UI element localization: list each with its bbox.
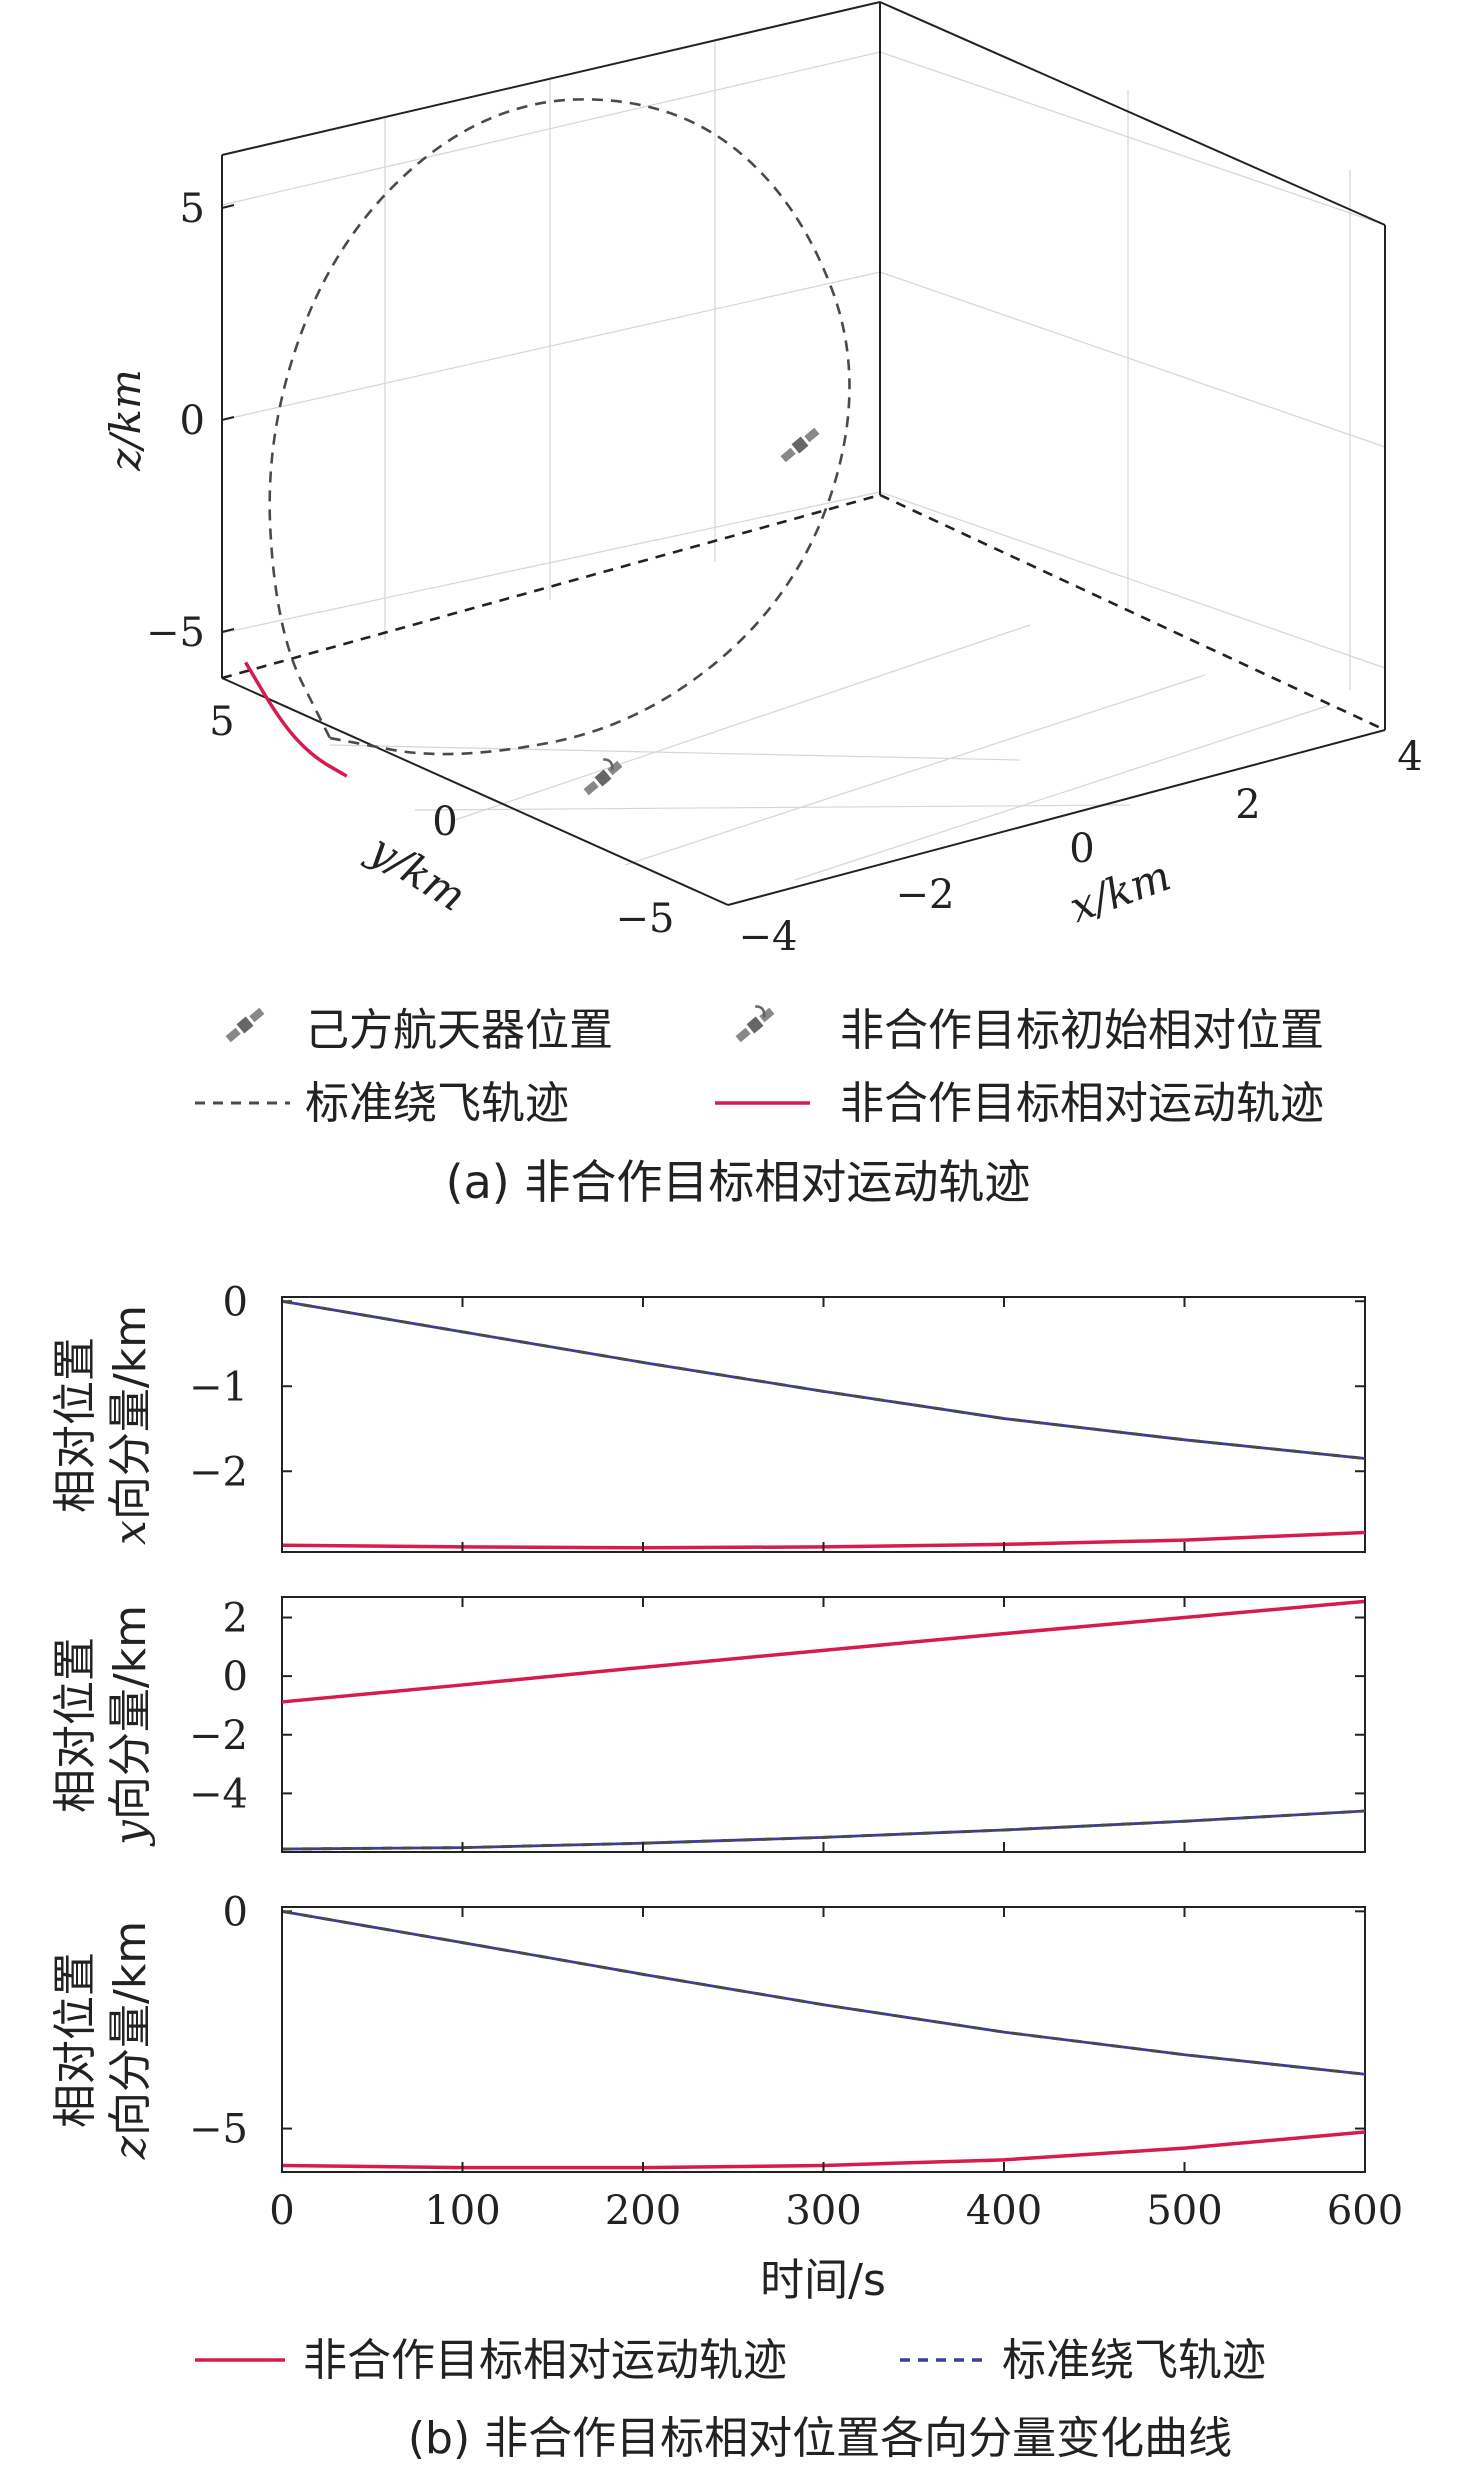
plot-frame bbox=[281, 1296, 1366, 1553]
x-tick-label: −4 bbox=[739, 914, 798, 960]
y-tick-label: 5 bbox=[209, 699, 234, 745]
z-axis-label: z/km bbox=[101, 369, 150, 472]
y-tick-label: −2 bbox=[189, 1713, 248, 1759]
legend-label: 非合作目标初始相对位置 bbox=[840, 1005, 1324, 1056]
legend-label: 己方航天器位置 bbox=[305, 1005, 613, 1056]
y-tick-label: −2 bbox=[189, 1449, 248, 1495]
caption-a: (a) 非合作目标相对运动轨迹 bbox=[446, 1155, 1031, 1209]
z-tick-label: −5 bbox=[146, 610, 205, 656]
legend-item-target-motion: 非合作目标相对运动轨迹 bbox=[715, 1078, 1324, 1129]
y-tick-label: 2 bbox=[223, 1596, 248, 1642]
x-tick-label: 300 bbox=[785, 2188, 861, 2234]
z-tick-label: 5 bbox=[180, 186, 205, 232]
target-relative-motion-trajectory bbox=[244, 661, 348, 778]
x-tick-label: 500 bbox=[1146, 2188, 1222, 2234]
y-ticks: 0 −1 −2 bbox=[189, 1279, 1365, 1495]
x-tick-label: 400 bbox=[966, 2188, 1042, 2234]
standard-fly-around-line-dash bbox=[281, 1299, 1366, 1460]
satellite-icon bbox=[780, 427, 820, 463]
series-lines bbox=[281, 1599, 1366, 1851]
y-axis-label-line2: y向分量/km bbox=[105, 1605, 156, 1847]
y-tick-label: 0 bbox=[223, 1654, 248, 1700]
x-axis-ticks: −4 −2 0 2 4 x/km bbox=[739, 734, 1423, 960]
x-tick-label: 200 bbox=[605, 2188, 681, 2234]
y-tick-label: 0 bbox=[223, 1279, 248, 1325]
y-axis-label-line1: 相对位置 bbox=[50, 1637, 101, 1813]
y-tick-label: 0 bbox=[223, 1889, 248, 1935]
y-ticks: 2 0 −2 −4 bbox=[189, 1596, 1365, 1817]
y-axis-label-line2: z向分量/km bbox=[105, 1921, 156, 2160]
standard-fly-around-line-dash bbox=[281, 1909, 1366, 2076]
x-tick-label: 4 bbox=[1397, 734, 1422, 780]
x-tick-label: −2 bbox=[896, 872, 955, 918]
grid-3d bbox=[221, 1, 1386, 881]
legend-label: 标准绕飞轨迹 bbox=[305, 1078, 569, 1129]
z-axis-ticks: 5 0 −5 z/km bbox=[101, 186, 235, 656]
standard-fly-around-trajectory bbox=[268, 98, 851, 756]
y-component-panel: 2 0 −2 −4 相对位置 y向分量/km bbox=[50, 1596, 1366, 1853]
plot-frame bbox=[281, 1906, 1366, 2173]
legend-label: 标准绕飞轨迹 bbox=[1002, 2335, 1266, 2386]
trajectory-3d-series bbox=[244, 98, 851, 778]
y-axis-ticks: 5 0 −5 y/km bbox=[209, 699, 674, 942]
y-axis-label-line1: 相对位置 bbox=[50, 1337, 101, 1513]
x-tick-label: 100 bbox=[424, 2188, 500, 2234]
legend-item-standard: 标准绕飞轨迹 bbox=[195, 1078, 569, 1129]
x-tick-label: 0 bbox=[269, 2188, 294, 2234]
legend-label: 非合作目标相对运动轨迹 bbox=[840, 1078, 1324, 1129]
legend-item-own-spacecraft: 己方航天器位置 bbox=[225, 1005, 613, 1056]
legend-label: 非合作目标相对运动轨迹 bbox=[303, 2335, 787, 2386]
x-tick-label: 0 bbox=[1069, 826, 1094, 872]
trajectory-3d-plot: 5 0 −5 z/km 5 0 −5 y/km −4 −2 0 2 4 x/km bbox=[101, 1, 1423, 960]
target-relative-motion-line bbox=[281, 1599, 1366, 1704]
legend-b: 非合作目标相对运动轨迹 标准绕飞轨迹 bbox=[195, 2335, 1266, 2386]
y-tick-label: −1 bbox=[189, 1364, 248, 1410]
y-tick-label: −5 bbox=[616, 896, 675, 942]
x-component-panel: 0 −1 −2 相对位置 x向分量/km bbox=[50, 1279, 1366, 1553]
plot-frame bbox=[281, 1596, 1366, 1853]
x-tick-label: 600 bbox=[1327, 2188, 1403, 2234]
standard-fly-around-line bbox=[281, 1909, 1366, 2076]
series-lines bbox=[281, 1299, 1366, 1550]
time-axis: 0 100 200 300 400 500 600 bbox=[269, 1297, 1403, 2234]
x-axis-label: 时间/s bbox=[760, 2255, 886, 2306]
caption-b: (b) 非合作目标相对位置各向分量变化曲线 bbox=[408, 2413, 1232, 2464]
x-tick-label: 2 bbox=[1235, 782, 1260, 828]
y-axis-label-line1: 相对位置 bbox=[50, 1952, 101, 2128]
axes-box-3d bbox=[221, 1, 1386, 906]
satellite-signal-icon bbox=[583, 758, 623, 796]
standard-fly-around-line bbox=[281, 1299, 1366, 1460]
z-component-panel: 0 −5 相对位置 z向分量/km bbox=[50, 1889, 1366, 2173]
y-tick-label: 0 bbox=[432, 799, 457, 845]
legend-a: 己方航天器位置 非合作目标初始相对位置 标准绕飞轨迹 非合作目标相对运动轨迹 bbox=[195, 1005, 1324, 1129]
y-axis-label-line2: x向分量/km bbox=[105, 1305, 156, 1545]
y-tick-label: −4 bbox=[189, 1771, 248, 1817]
z-tick-label: 0 bbox=[180, 398, 205, 444]
satellite-icon bbox=[225, 1007, 265, 1043]
legend-item-target-initial: 非合作目标初始相对位置 bbox=[735, 1005, 1324, 1056]
legend-item-standard: 标准绕飞轨迹 bbox=[900, 2335, 1266, 2386]
y-ticks: 0 −5 bbox=[189, 1889, 1365, 2153]
satellite-signal-icon bbox=[735, 1005, 775, 1043]
legend-item-target-motion: 非合作目标相对运动轨迹 bbox=[195, 2335, 787, 2386]
y-tick-label: −5 bbox=[189, 2107, 248, 2153]
series-lines bbox=[281, 1909, 1366, 2170]
